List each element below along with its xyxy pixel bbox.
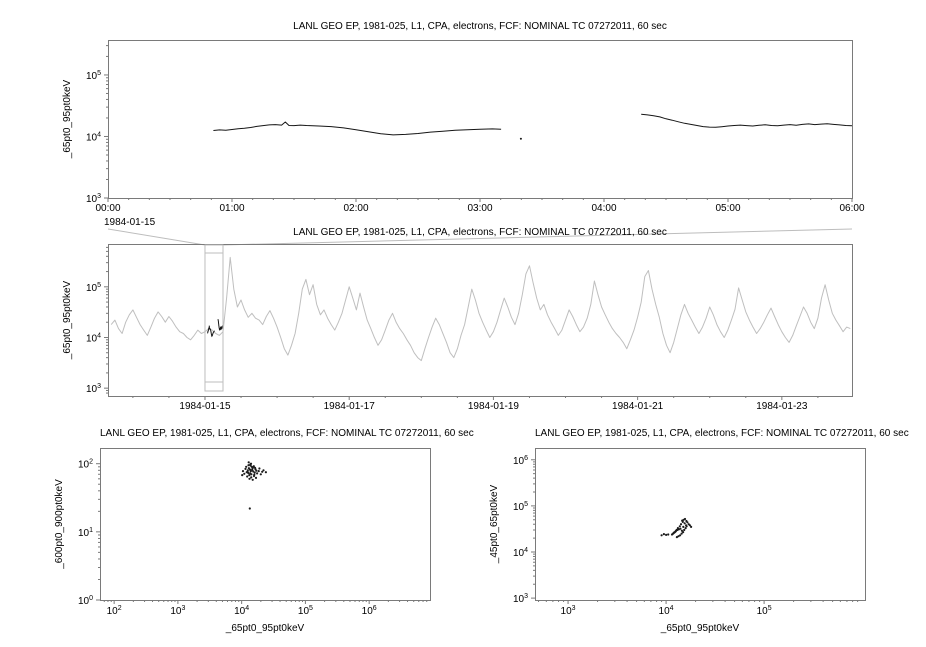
y-axis-label: _45pt0_65pt0keV xyxy=(489,484,500,564)
svg-text:1984-01-15: 1984-01-15 xyxy=(179,401,231,412)
svg-text:103: 103 xyxy=(86,383,101,395)
svg-text:105: 105 xyxy=(298,605,313,617)
plot-area-ts-zoom[interactable] xyxy=(108,40,852,198)
svg-text:105: 105 xyxy=(513,501,528,513)
svg-text:1984-01-15: 1984-01-15 xyxy=(104,217,156,228)
svg-text:104: 104 xyxy=(659,605,674,617)
svg-text:1984-01-17: 1984-01-17 xyxy=(324,401,376,412)
svg-text:05:00: 05:00 xyxy=(715,203,740,214)
x-axis-label: _65pt0_95pt0keV xyxy=(660,623,740,634)
svg-text:1984-01-23: 1984-01-23 xyxy=(756,401,808,412)
svg-text:102: 102 xyxy=(107,605,122,617)
svg-text:01:00: 01:00 xyxy=(219,203,244,214)
svg-text:06:00: 06:00 xyxy=(839,203,864,214)
y-axis-label: _65pt0_95pt0keV xyxy=(62,79,73,159)
svg-text:104: 104 xyxy=(86,332,101,344)
svg-text:105: 105 xyxy=(86,282,101,294)
plot-area-scatter-right[interactable] xyxy=(535,448,865,600)
plot-area-scatter-left[interactable] xyxy=(100,448,430,600)
svg-text:102: 102 xyxy=(78,459,93,471)
svg-text:104: 104 xyxy=(86,131,101,143)
connector-layer xyxy=(107,228,853,246)
panel-ts-zoom: 00:00 01:00 02:00 03:00 04:00 05:00 06:00 1984-… xyxy=(62,40,865,228)
svg-text:04:00: 04:00 xyxy=(591,203,616,214)
svg-text:106: 106 xyxy=(362,605,377,617)
svg-text:02:00: 02:00 xyxy=(343,203,368,214)
svg-text:103: 103 xyxy=(170,605,185,617)
svg-text:104: 104 xyxy=(513,547,528,559)
svg-text:105: 105 xyxy=(86,70,101,82)
svg-text:00:00: 00:00 xyxy=(95,203,120,214)
svg-text:103: 103 xyxy=(513,593,528,605)
svg-text:105: 105 xyxy=(757,605,772,617)
panel-ts-context: 1984-01-15 1984-01-17 1984-01-19 1984-01-21… xyxy=(62,244,853,412)
svg-text:104: 104 xyxy=(234,605,249,617)
svg-text:101: 101 xyxy=(78,527,93,539)
svg-text:1984-01-19: 1984-01-19 xyxy=(468,401,520,412)
y-axis-label: _65pt0_95pt0keV xyxy=(62,280,73,360)
y-axis-label: _600pt0_900pt0keV xyxy=(54,479,65,570)
svg-text:106: 106 xyxy=(513,455,528,467)
svg-text:1984-01-21: 1984-01-21 xyxy=(612,401,664,412)
context-selection-box[interactable] xyxy=(205,245,223,391)
svg-text:100: 100 xyxy=(78,595,93,607)
svg-text:03:00: 03:00 xyxy=(467,203,492,214)
x-axis-label: _65pt0_95pt0keV xyxy=(225,623,305,634)
svg-text:103: 103 xyxy=(561,605,576,617)
